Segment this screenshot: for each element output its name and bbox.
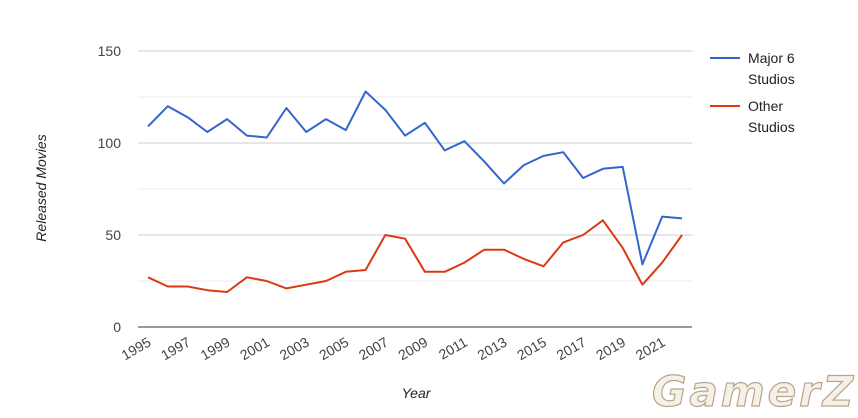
legend[interactable]: Major 6 Studios Other Studios <box>710 50 795 135</box>
x-tick-label: 2017 <box>554 334 589 364</box>
legend-label: Other Studios <box>748 98 795 135</box>
x-tick-label: 2005 <box>316 334 351 364</box>
series-line-major-6-studios <box>147 90 683 266</box>
x-tick-label: 2015 <box>514 334 549 364</box>
y-tick-label: 100 <box>98 135 122 151</box>
y-tick-labels: 0 50 100 150 <box>98 43 122 335</box>
y-tick-label: 150 <box>98 43 122 59</box>
series-lines <box>147 90 683 293</box>
legend-label: Major 6 Studios <box>748 50 795 87</box>
x-tick-label: 2001 <box>237 334 272 364</box>
x-tick-label: 2019 <box>593 334 628 364</box>
x-tick-label: 1995 <box>119 334 154 364</box>
x-axis-title: Year <box>402 385 432 401</box>
y-tick-label: 50 <box>105 227 121 243</box>
x-tick-label: 2007 <box>356 334 391 364</box>
x-tick-label: 2013 <box>475 334 510 364</box>
x-tick-label: 2011 <box>436 334 470 363</box>
legend-item-major-6-studios[interactable]: Major 6 Studios <box>710 50 795 87</box>
x-tick-label: 1997 <box>158 334 193 364</box>
x-tick-label: 2009 <box>395 334 430 364</box>
series-line-other-studios <box>147 219 683 293</box>
watermark-logo: GamerZ <box>652 367 856 416</box>
y-tick-label: 0 <box>113 319 121 335</box>
x-tick-label: 1999 <box>198 334 233 364</box>
x-tick-labels: 1995 1997 1999 2001 2003 2005 2007 2009 2011 2013… <box>119 334 668 364</box>
x-tick-label: 2003 <box>277 334 312 364</box>
y-axis-title: Released Movies <box>33 134 49 241</box>
gridlines <box>138 50 692 282</box>
x-tick-label: 2021 <box>633 334 668 364</box>
legend-item-other-studios[interactable]: Other Studios <box>710 98 795 135</box>
